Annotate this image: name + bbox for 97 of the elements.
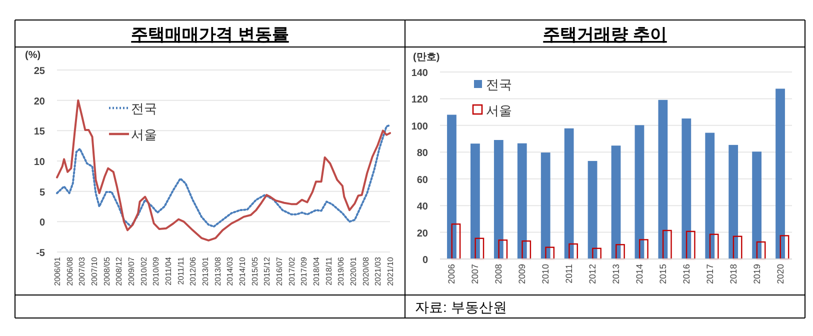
bar bbox=[752, 152, 762, 259]
x-tick-label: 2006 bbox=[446, 264, 457, 284]
y-tick-label: 0 bbox=[422, 255, 428, 266]
bar bbox=[732, 236, 742, 260]
legend-label: 전국 bbox=[486, 77, 512, 92]
x-tick-label: 2011/04 bbox=[164, 256, 173, 286]
y-tick-label: 40 bbox=[416, 202, 428, 213]
x-tick-label: 2008 bbox=[494, 264, 504, 284]
y-tick-label: 20 bbox=[416, 228, 428, 240]
x-tick-label: 2012 bbox=[588, 264, 598, 284]
x-tick-label: 2010/02 bbox=[139, 256, 148, 286]
bar bbox=[451, 223, 461, 260]
bar bbox=[447, 114, 456, 259]
legend-label: 전국 bbox=[131, 101, 157, 116]
bar bbox=[588, 160, 598, 259]
x-tick-label: 2017 bbox=[704, 264, 715, 284]
bar bbox=[780, 235, 790, 260]
x-tick-label: 2017/02 bbox=[287, 256, 296, 286]
x-tick-label: 2007/10 bbox=[90, 256, 99, 286]
bar bbox=[498, 240, 508, 260]
bar bbox=[568, 243, 578, 260]
bar bbox=[564, 128, 574, 259]
x-tick-label: 2011/11 bbox=[176, 256, 186, 285]
bar bbox=[686, 230, 696, 260]
x-tick-label: 2012/06 bbox=[188, 256, 198, 286]
x-tick-label: 2021/10 bbox=[386, 256, 395, 286]
bar bbox=[474, 238, 484, 260]
y-axis-title: (만호) bbox=[413, 52, 440, 63]
x-tick-label: 2011 bbox=[564, 264, 574, 284]
bar bbox=[470, 144, 480, 259]
chart-title: 주택매매가격 변동률 bbox=[131, 25, 289, 44]
y-axis-title: (%) bbox=[25, 50, 41, 61]
x-tick-label: 2017/09 bbox=[300, 256, 309, 286]
legend-label: 서울 bbox=[131, 127, 157, 142]
bar bbox=[611, 146, 621, 259]
x-tick-label: 2007/03 bbox=[78, 256, 87, 286]
x-tick-label: 2020 bbox=[775, 264, 786, 284]
chart-title: 주택거래량 추이 bbox=[543, 25, 667, 44]
x-tick-label: 2020/01 bbox=[349, 256, 358, 286]
bar bbox=[616, 244, 625, 260]
y-tick-label: 80 bbox=[416, 148, 428, 160]
bar bbox=[658, 100, 668, 259]
legend-label: 서울 bbox=[486, 103, 512, 118]
bar bbox=[705, 132, 715, 259]
bar bbox=[756, 241, 766, 260]
bar bbox=[634, 125, 644, 259]
y-tick-label: 15 bbox=[34, 126, 46, 138]
x-tick-label: 2015/05 bbox=[250, 256, 260, 286]
x-tick-label: 2021/03 bbox=[374, 256, 383, 286]
x-tick-label: 2018/11 bbox=[324, 256, 334, 286]
bar bbox=[517, 143, 527, 259]
x-tick-label: 2013/01 bbox=[201, 256, 210, 286]
x-tick-label: 2016/07 bbox=[275, 256, 284, 286]
x-tick-label: 2014/10 bbox=[238, 256, 247, 286]
bar bbox=[522, 240, 532, 260]
y-tick-label: 60 bbox=[416, 174, 428, 186]
x-tick-label: 2018/04 bbox=[312, 256, 321, 286]
x-tick-label: 2015/12 bbox=[262, 256, 272, 286]
x-tick-label: 2015 bbox=[658, 264, 668, 284]
y-tick-label: 20 bbox=[34, 96, 46, 108]
y-tick-label: 5 bbox=[39, 187, 46, 198]
y-tick-label: 0 bbox=[39, 218, 46, 229]
x-tick-label: 2010/09 bbox=[152, 256, 161, 286]
y-tick-label: 25 bbox=[34, 66, 46, 77]
x-tick-label: 2014/03 bbox=[226, 256, 235, 286]
x-tick-label: 2013/08 bbox=[213, 256, 222, 286]
x-tick-label: 2007 bbox=[470, 264, 480, 284]
bar bbox=[638, 239, 648, 260]
x-tick-label: 2009/07 bbox=[127, 256, 136, 286]
text: 자료: 부동산원 bbox=[415, 299, 507, 315]
line-series bbox=[56, 124, 391, 228]
y-tick-label: 120 bbox=[411, 94, 428, 106]
bar bbox=[776, 88, 785, 259]
x-tick-label: 2018 bbox=[728, 264, 738, 284]
x-tick-label: 2008/12 bbox=[114, 256, 124, 286]
line-series bbox=[56, 99, 391, 242]
bar bbox=[662, 230, 672, 260]
y-tick-label: 100 bbox=[411, 121, 428, 132]
x-tick-label: 2019/06 bbox=[336, 256, 346, 286]
x-tick-label: 2016 bbox=[681, 264, 692, 284]
y-tick-label: 140 bbox=[411, 68, 428, 79]
bar bbox=[494, 140, 504, 259]
x-tick-label: 2006/01 bbox=[53, 256, 62, 286]
y-tick-label: 10 bbox=[34, 157, 46, 168]
x-tick-label: 2020/08 bbox=[361, 256, 370, 286]
bar bbox=[728, 144, 738, 259]
x-tick-label: 2008/05 bbox=[102, 256, 112, 286]
x-tick-label: 2009 bbox=[517, 264, 528, 284]
bar bbox=[540, 152, 550, 259]
x-tick-label: 2014 bbox=[634, 264, 644, 284]
y-tick-label: -5 bbox=[36, 248, 46, 259]
bar bbox=[709, 234, 719, 260]
x-tick-label: 2019 bbox=[752, 264, 762, 284]
x-tick-label: 2010 bbox=[540, 264, 551, 284]
x-tick-label: 2013 bbox=[611, 264, 621, 284]
bar bbox=[682, 118, 692, 259]
x-tick-label: 2006/08 bbox=[65, 256, 74, 286]
